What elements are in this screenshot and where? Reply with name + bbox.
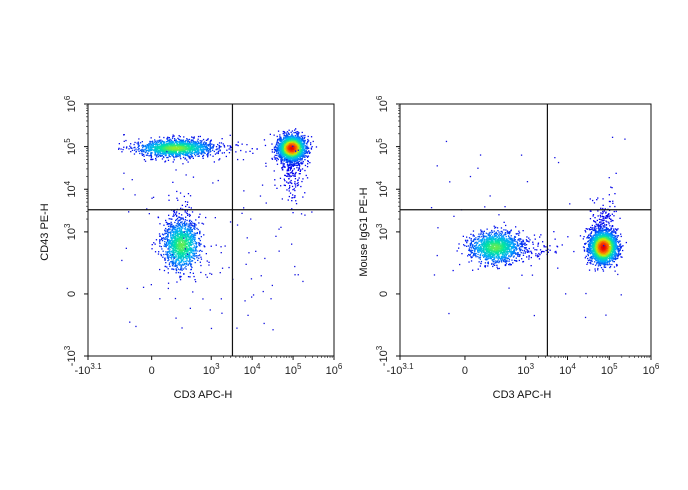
x-tick-label: 105 (285, 362, 302, 377)
x-tick-label: 103 (203, 362, 220, 377)
x-tick-label: 103 (517, 362, 534, 377)
y-tick-label: 106 (63, 95, 78, 112)
x-axis-label: CD3 APC-H (174, 389, 233, 401)
event-dots (430, 136, 627, 319)
x-tick-label: 104 (559, 362, 576, 377)
y-tick-label: -103 (375, 345, 390, 366)
x-tick-label: -103.1 (386, 362, 414, 377)
event-dots (118, 128, 318, 331)
scatter-panel-1: -103.1 0 103 104 105 106 -103 0 103 104 105 106 CD3 … (39, 95, 343, 401)
y-tick-label: 104 (375, 180, 390, 197)
y-tick-label: 0 (378, 291, 390, 297)
y-tick-label: 0 (66, 291, 78, 297)
x-tick-label: 104 (244, 362, 261, 377)
y-tick-label: 105 (375, 138, 390, 155)
x-tick-label: 106 (326, 362, 343, 377)
x-tick-label: -103.1 (74, 362, 102, 377)
y-tick-label: 104 (63, 180, 78, 197)
y-axis-label: CD43 PE-H (39, 203, 51, 261)
y-tick-label: -103 (63, 345, 78, 366)
y-tick-label: 105 (63, 138, 78, 155)
y-tick-label: 103 (375, 223, 390, 240)
x-axis-label: CD3 APC-H (493, 389, 552, 401)
y-axis-label: Mouse IgG1 PE-H (358, 187, 370, 276)
x-tick-label: 106 (643, 362, 660, 377)
x-tick-label: 0 (149, 365, 155, 377)
x-tick-label: 0 (462, 365, 468, 377)
y-tick-label: 103 (63, 223, 78, 240)
scatter-panel-2: -103.1 0 103 104 105 106 -103 0 103 104 105 106 CD3 … (358, 95, 660, 401)
y-tick-label: 106 (375, 95, 390, 112)
x-tick-label: 105 (601, 362, 618, 377)
